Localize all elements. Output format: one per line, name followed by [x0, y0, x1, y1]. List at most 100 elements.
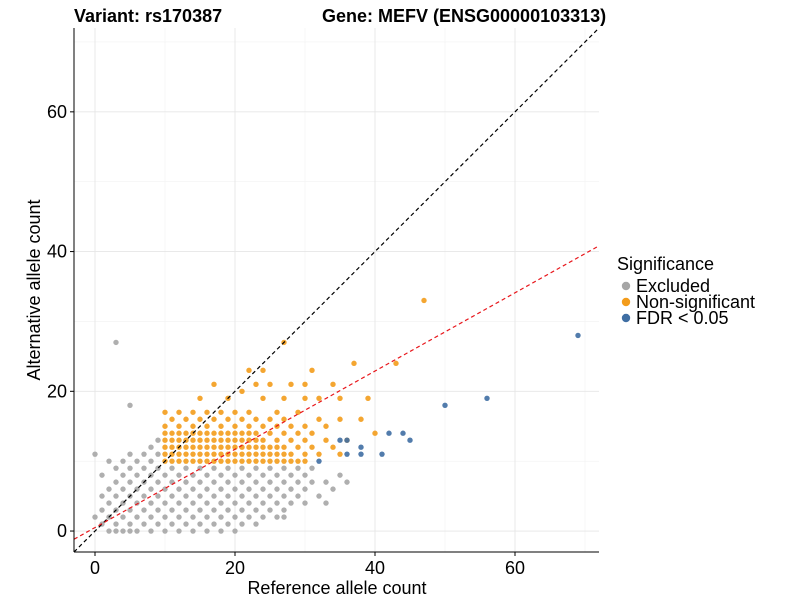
point-non-significant — [169, 458, 175, 464]
point-excluded — [134, 472, 140, 478]
point-excluded — [295, 479, 301, 485]
point-excluded — [148, 444, 154, 450]
point-excluded — [302, 486, 308, 492]
point-excluded — [274, 500, 280, 506]
legend-swatch — [621, 297, 631, 307]
point-non-significant — [337, 451, 343, 457]
point-excluded — [288, 486, 294, 492]
point-excluded — [176, 514, 182, 520]
point-non-significant — [232, 423, 238, 429]
point-excluded — [113, 493, 119, 499]
point-excluded — [141, 507, 147, 513]
point-non-significant — [260, 451, 266, 457]
point-non-significant — [295, 430, 301, 436]
point-non-significant — [183, 451, 189, 457]
point-excluded — [162, 472, 168, 478]
point-excluded — [106, 458, 112, 464]
point-excluded — [183, 479, 189, 485]
point-non-significant — [288, 458, 294, 464]
point-excluded — [239, 465, 245, 471]
point-excluded — [155, 437, 161, 443]
point-non-significant — [176, 458, 182, 464]
point-non-significant — [288, 451, 294, 457]
point-non-significant — [162, 444, 168, 450]
point-non-significant — [169, 416, 175, 422]
point-non-significant — [211, 451, 217, 457]
point-excluded — [120, 486, 126, 492]
point-non-significant — [302, 437, 308, 443]
point-non-significant — [246, 409, 252, 415]
point-non-significant — [316, 416, 322, 422]
point-non-significant — [232, 458, 238, 464]
point-excluded — [232, 528, 238, 534]
point-non-significant — [211, 444, 217, 450]
point-excluded — [92, 451, 98, 457]
point-non-significant — [183, 444, 189, 450]
point-excluded — [169, 493, 175, 499]
point-excluded — [218, 514, 224, 520]
point-non-significant — [190, 444, 196, 450]
point-non-significant — [162, 430, 168, 436]
point-non-significant — [225, 416, 231, 422]
point-excluded — [260, 472, 266, 478]
point-excluded — [225, 507, 231, 513]
point-excluded — [190, 514, 196, 520]
x-tick-label: 0 — [90, 558, 100, 578]
point-non-significant — [302, 395, 308, 401]
point-non-significant — [225, 444, 231, 450]
legend-label: Excluded — [636, 276, 710, 296]
point-excluded — [330, 486, 336, 492]
point-non-significant — [267, 444, 273, 450]
point-excluded — [204, 528, 210, 534]
point-excluded — [141, 451, 147, 457]
point-excluded — [127, 507, 133, 513]
legend-label: Non-significant — [636, 292, 755, 312]
point-non-significant — [260, 458, 266, 464]
point-excluded — [148, 528, 154, 534]
point-non-significant — [190, 458, 196, 464]
point-excluded — [274, 486, 280, 492]
point-excluded — [113, 479, 119, 485]
point-excluded — [183, 493, 189, 499]
point-excluded — [204, 486, 210, 492]
point-non-significant — [239, 458, 245, 464]
point-non-significant — [316, 451, 322, 457]
point-non-significant — [246, 430, 252, 436]
point-non-significant — [197, 395, 203, 401]
point-excluded — [197, 521, 203, 527]
point-non-significant — [211, 458, 217, 464]
point-non-significant — [253, 381, 259, 388]
point-excluded — [295, 493, 301, 499]
point-excluded — [106, 486, 112, 492]
point-non-significant — [260, 423, 266, 429]
point-fdr-0-05 — [442, 402, 448, 408]
point-non-significant — [204, 409, 210, 415]
point-non-significant — [274, 451, 280, 457]
point-excluded — [316, 493, 322, 499]
point-excluded — [141, 493, 147, 499]
point-excluded — [309, 465, 315, 471]
y-tick-label: 60 — [47, 102, 67, 122]
legend-label: FDR < 0.05 — [636, 308, 729, 328]
point-excluded — [267, 465, 273, 471]
point-excluded — [218, 486, 224, 492]
point-excluded — [106, 500, 112, 506]
point-non-significant — [281, 430, 287, 436]
point-non-significant — [162, 437, 168, 443]
point-fdr-0-05 — [379, 451, 385, 457]
point-excluded — [155, 521, 161, 527]
point-fdr-0-05 — [358, 444, 364, 450]
point-excluded — [211, 479, 217, 485]
point-non-significant — [323, 437, 329, 443]
point-non-significant — [218, 409, 224, 415]
point-fdr-0-05 — [344, 451, 350, 457]
point-non-significant — [225, 430, 231, 436]
point-excluded — [190, 500, 196, 506]
point-non-significant — [281, 444, 287, 450]
point-non-significant — [421, 297, 427, 304]
point-excluded — [92, 514, 98, 520]
point-excluded — [141, 521, 147, 527]
point-non-significant — [197, 458, 203, 464]
point-excluded — [225, 493, 231, 499]
point-excluded — [204, 500, 210, 506]
